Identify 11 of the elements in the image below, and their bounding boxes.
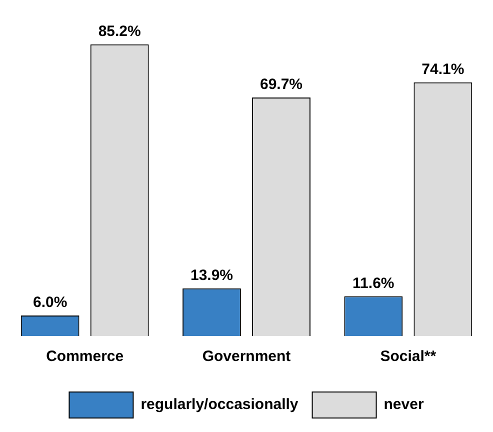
data-label: 6.0% bbox=[32, 294, 68, 312]
legend-label: never bbox=[384, 396, 424, 414]
data-label: 13.9% bbox=[190, 267, 234, 284]
data-label: 69.7% bbox=[260, 76, 303, 94]
data-label: 85.2% bbox=[98, 23, 141, 40]
data-label: 11.6% bbox=[352, 274, 394, 292]
x-tick-label: Social** bbox=[380, 348, 436, 366]
x-tick-label: Commerce bbox=[46, 348, 124, 366]
legend-label: regularly/occasionally bbox=[140, 396, 299, 414]
x-tick-label: Government bbox=[202, 348, 291, 366]
data-label: 74.1% bbox=[422, 61, 464, 78]
